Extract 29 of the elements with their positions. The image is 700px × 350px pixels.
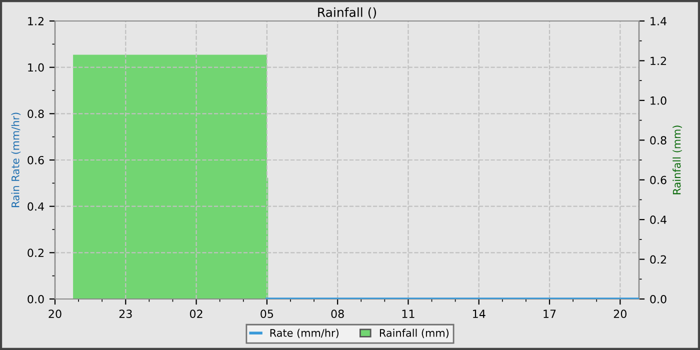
legend-label: Rate (mm/hr) bbox=[270, 328, 338, 338]
y-tick-label: 0.2 bbox=[28, 248, 44, 258]
y2-tick-label: 0.6 bbox=[650, 176, 666, 184]
y2-axis-title: Rainfall (mm) bbox=[672, 126, 682, 194]
x-tick-label: 02 bbox=[190, 310, 202, 318]
x-tick-label: 05 bbox=[260, 310, 274, 318]
y-tick-label: 1.0 bbox=[28, 63, 44, 72]
y-tick-label: 0.0 bbox=[28, 294, 44, 304]
y-tick-label: 0.6 bbox=[28, 156, 44, 164]
x-tick-label: 17 bbox=[544, 310, 556, 318]
y-tick-label: 0.4 bbox=[28, 202, 44, 211]
x-tick-label: 23 bbox=[119, 310, 132, 318]
y2-tick-label: 0.2 bbox=[650, 255, 666, 264]
x-tick-label: 08 bbox=[331, 310, 344, 318]
y-axis-title: Rain Rate (mm/hr) bbox=[11, 112, 21, 208]
x-tick-label: 20 bbox=[614, 310, 626, 318]
y2-tick-label: 0.8 bbox=[650, 136, 666, 145]
y-tick-label: 1.2 bbox=[28, 16, 44, 26]
chart-title: Rainfall () bbox=[318, 7, 376, 18]
x-tick-label: 14 bbox=[473, 310, 486, 318]
legend-label: Rainfall (mm) bbox=[380, 328, 448, 338]
y2-tick-label: 1.4 bbox=[650, 17, 666, 26]
y2-tick-label: 1.0 bbox=[650, 96, 666, 105]
y-tick-label: 0.8 bbox=[28, 110, 44, 118]
y2-tick-label: 0.4 bbox=[650, 216, 666, 224]
y2-tick-label: 1.2 bbox=[650, 56, 666, 65]
x-tick-label: 11 bbox=[402, 310, 414, 318]
y2-tick-label: 0.0 bbox=[650, 294, 666, 304]
x-tick-label: 20 bbox=[48, 310, 62, 318]
